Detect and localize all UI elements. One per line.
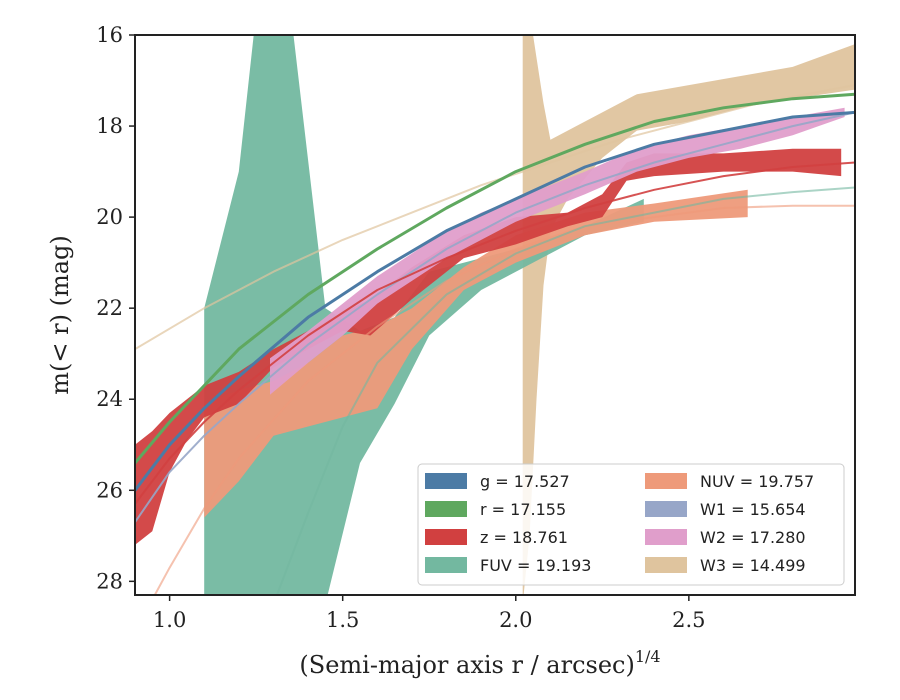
legend-label: W1 = 15.654 (700, 500, 806, 519)
y-tick-label: 18 (96, 114, 123, 138)
legend-label: r = 17.155 (480, 500, 566, 519)
curve-w1 (135, 111, 855, 524)
legend-label: z = 18.761 (480, 528, 568, 547)
legend: g = 17.527 r = 17.155 z = 18.761 FUV = 19.1… (417, 463, 845, 586)
curve-z (135, 161, 855, 505)
legend-label: W2 = 17.280 (700, 528, 806, 547)
x-tick-label: 1.0 (153, 608, 186, 632)
plot-frame (134, 34, 856, 596)
legend-label: g = 17.527 (480, 472, 570, 491)
x-axis-label-superscript: 1/4 (635, 647, 661, 666)
legend-swatch (425, 557, 467, 573)
curves-layer (135, 84, 855, 595)
legend-swatch (425, 473, 467, 489)
legend-swatch (645, 501, 687, 517)
curve-g (135, 110, 855, 492)
curve-w3 (135, 84, 855, 351)
legend-swatch (645, 557, 687, 573)
y-tick-label: 22 (96, 296, 123, 320)
legend-label: FUV = 19.193 (480, 556, 591, 575)
curve-r (135, 92, 855, 465)
legend-frame (417, 463, 845, 586)
y-tick-label: 24 (96, 387, 123, 411)
x-axis-label-text: (Semi-major axis r / arcsec) (299, 651, 634, 679)
y-tick-label: 28 (96, 569, 123, 593)
x-axis-label: (Semi-major axis r / arcsec)1/4 (299, 647, 660, 679)
curve-fuv (275, 186, 855, 595)
legend-label: NUV = 19.757 (700, 472, 814, 491)
y-tick-label: 20 (96, 205, 123, 229)
legend-swatch (645, 529, 687, 545)
legend-swatch (425, 529, 467, 545)
band-w2 (270, 107, 845, 395)
x-tick-label: 2.0 (499, 608, 532, 632)
x-tick-label: 1.5 (326, 608, 359, 632)
x-tick-label: 2.5 (672, 608, 705, 632)
y-tick-label: 16 (96, 23, 123, 47)
legend-swatch (425, 501, 467, 517)
y-axis-label: m(< r) (mag) (46, 235, 74, 394)
legend-label: W3 = 14.499 (700, 556, 806, 575)
legend-swatch (645, 473, 687, 489)
ticks-layer: 1.0 1.5 2.0 2.5 16 18 20 22 24 26 28 (96, 23, 705, 632)
curve-nuv (153, 204, 855, 595)
y-tick-label: 26 (96, 478, 123, 502)
